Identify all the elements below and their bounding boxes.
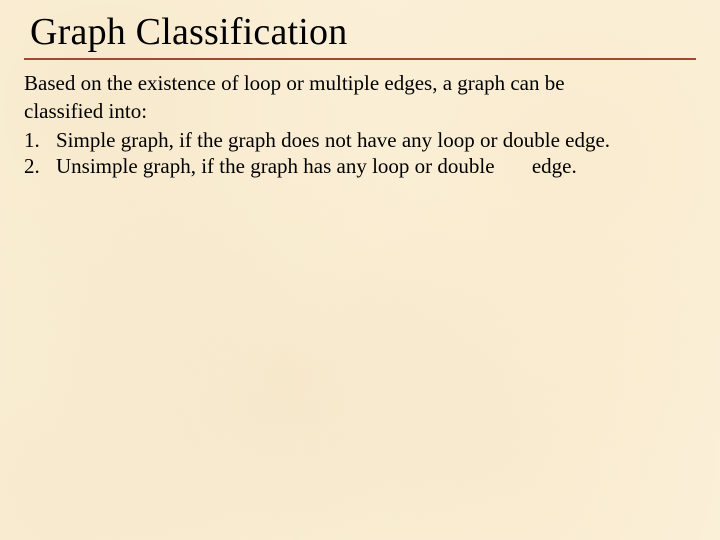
list-item-trail: edge. [532,153,577,179]
slide-title: Graph Classification [30,10,696,54]
slide: Graph Classification Based on the existe… [0,0,720,540]
list-item: Unsimple graph, if the graph has any loo… [42,153,696,179]
intro-line-2: classified into: [24,98,696,124]
list-item: Simple graph, if the graph does not have… [42,127,696,153]
list-item-main: Unsimple graph, if the graph has any loo… [56,154,495,178]
classification-list: Simple graph, if the graph does not have… [24,127,696,180]
intro-line-1: Based on the existence of loop or multip… [24,70,696,96]
title-underline [24,58,696,60]
